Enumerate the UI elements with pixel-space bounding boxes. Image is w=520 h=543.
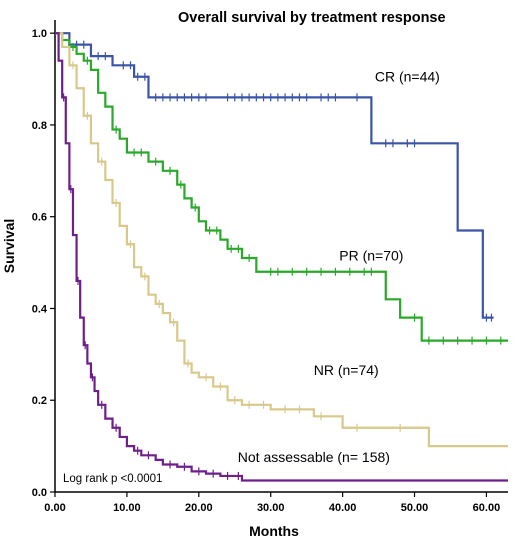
series-labels: CR (n=44) PR (n=70) NR (n=74) Not assessabl… [238, 68, 440, 465]
log-rank-annotation: Log rank p <0.0001 [63, 473, 162, 485]
x-tick-label: 50.00 [401, 502, 429, 514]
x-axis-title: Months [249, 523, 299, 539]
x-tick-label: 0.00 [44, 502, 65, 514]
series-layer [55, 32, 508, 482]
axes [54, 20, 508, 493]
survival-curve [55, 32, 508, 448]
y-axis-title: Survival [1, 219, 17, 273]
axis-ticks: 0.00 10.00 20.00 30.00 40.00 50.00 60.00 0.0 0.2… [32, 28, 500, 514]
series-group [55, 32, 508, 448]
y-tick-label: 1.0 [32, 28, 47, 40]
series-group [55, 32, 508, 345]
y-tick-label: 0.8 [32, 120, 47, 132]
series-label: NR (n=74) [314, 362, 379, 378]
chart-title: Overall survival by treatment response [178, 10, 446, 26]
y-tick-label: 0.6 [32, 212, 47, 224]
series-group [55, 32, 494, 322]
y-tick-label: 0.0 [32, 487, 47, 499]
x-tick-label: 40.00 [329, 502, 357, 514]
series-label: CR (n=44) [375, 68, 440, 84]
x-tick-label: 20.00 [185, 502, 213, 514]
x-tick-label: 60.00 [473, 502, 501, 514]
survival-curve [55, 32, 494, 319]
series-label: PR (n=70) [339, 247, 403, 263]
x-tick-label: 10.00 [113, 502, 141, 514]
y-tick-label: 0.2 [32, 395, 47, 407]
series-group [55, 32, 508, 482]
series-label: Not assessable (n= 158) [238, 449, 390, 465]
y-tick-label: 0.4 [32, 303, 48, 315]
x-tick-label: 30.00 [257, 502, 285, 514]
